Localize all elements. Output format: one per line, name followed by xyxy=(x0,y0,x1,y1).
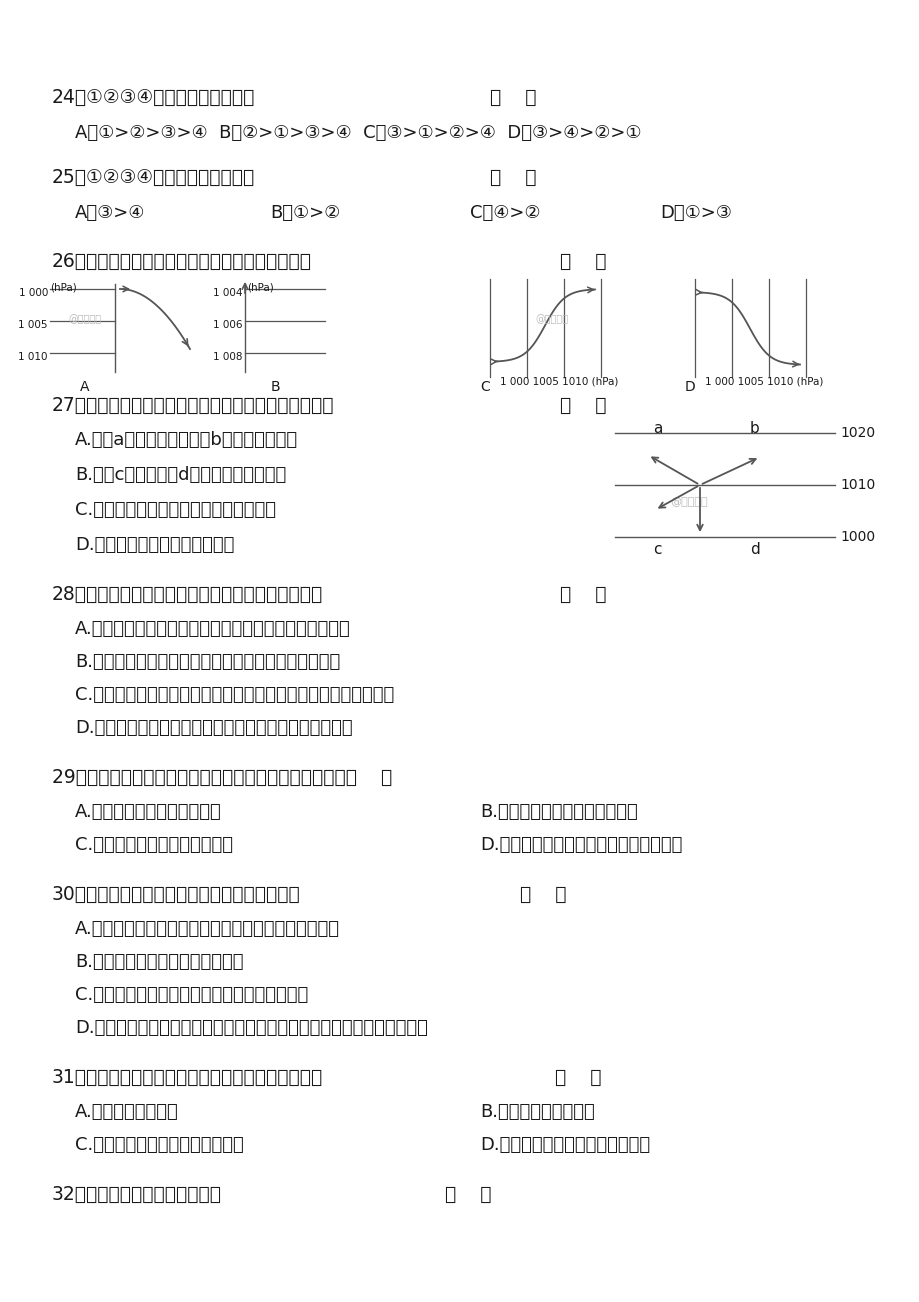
Text: @正确教育: @正确教育 xyxy=(68,314,101,324)
Text: 1000: 1000 xyxy=(839,530,874,544)
Text: （    ）: （ ） xyxy=(560,585,606,604)
Text: 31．在晚秋或寒冬，用人造烟幕来防御霜冻的原理是: 31．在晚秋或寒冬，用人造烟幕来防御霜冻的原理是 xyxy=(52,1068,323,1087)
Text: C.图示情况应发生在南半球，因风向偏左: C.图示情况应发生在南半球，因风向偏左 xyxy=(75,501,276,519)
Text: C.增强大气对太阳辐射的散射作用: C.增强大气对太阳辐射的散射作用 xyxy=(75,1137,244,1154)
Text: （    ）: （ ） xyxy=(445,1185,491,1204)
Text: @正确教育: @正确教育 xyxy=(535,314,568,324)
Text: （    ）: （ ） xyxy=(519,885,566,904)
Text: A.图中a表示地面摩擦力，b表示地转偏向力: A.图中a表示地面摩擦力，b表示地转偏向力 xyxy=(75,431,298,449)
Text: 1 004: 1 004 xyxy=(213,288,243,298)
Text: b: b xyxy=(749,421,759,436)
Text: D: D xyxy=(684,380,695,395)
Text: 32．产生热力环流的根本原因是: 32．产生热力环流的根本原因是 xyxy=(52,1185,221,1204)
Text: (hPa): (hPa) xyxy=(50,283,76,292)
Text: C．④>②: C．④>② xyxy=(470,204,540,223)
Text: D.阴天云量多，白天削弱了到达地面的太阳辐射，夜间增强了大气逆辐射: D.阴天云量多，白天削弱了到达地面的太阳辐射，夜间增强了大气逆辐射 xyxy=(75,1019,427,1036)
Text: @正确教育: @正确教育 xyxy=(669,497,707,506)
Text: （    ）: （ ） xyxy=(490,168,536,187)
Text: (hPa): (hPa) xyxy=(246,283,274,292)
Text: a: a xyxy=(652,421,662,436)
Text: D．①>③: D．①>③ xyxy=(659,204,732,223)
Text: C: C xyxy=(480,380,489,395)
Text: 1 005: 1 005 xyxy=(18,320,48,329)
Text: 1 010: 1 010 xyxy=(18,352,48,362)
Text: B.阴天云量多，大气的保温作用强: B.阴天云量多，大气的保温作用强 xyxy=(75,953,244,971)
Text: 1020: 1020 xyxy=(839,426,874,440)
Text: （    ）: （ ） xyxy=(554,1068,601,1087)
Text: 1 008: 1 008 xyxy=(213,352,243,362)
Text: B.增强大气逆辐射作用: B.增强大气逆辐射作用 xyxy=(480,1103,594,1121)
Text: 1 000 1005 1010 (hPa): 1 000 1005 1010 (hPa) xyxy=(499,378,618,387)
Text: B.图中c表示风向，d表示水平气压梯度力: B.图中c表示风向，d表示水平气压梯度力 xyxy=(75,466,286,484)
Text: A．①>②>③>④  B．②>①>③>④  C．③>①>②>④  D．③>④>②>①: A．①>②>③>④ B．②>①>③>④ C．③>①>②>④ D．③>④>②>① xyxy=(75,124,641,142)
Text: 1 000: 1 000 xyxy=(18,288,48,298)
Text: 28．关于大气对太阳辐射削弱作用的说法，正确的是: 28．关于大气对太阳辐射削弱作用的说法，正确的是 xyxy=(52,585,323,604)
Text: 1 000 1005 1010 (hPa): 1 000 1005 1010 (hPa) xyxy=(704,378,823,387)
Text: A.增强太阳短波辐射: A.增强太阳短波辐射 xyxy=(75,1103,178,1121)
Text: c: c xyxy=(652,542,661,557)
Text: 1 006: 1 006 xyxy=(213,320,243,329)
Text: 26．下列四幅图能正确反映北半球近地面风向的是: 26．下列四幅图能正确反映北半球近地面风向的是 xyxy=(52,253,312,271)
Text: 25．①②③④四地气温大小关系是: 25．①②③④四地气温大小关系是 xyxy=(52,168,255,187)
Text: C.高层大气分子大量吸收蓝色光: C.高层大气分子大量吸收蓝色光 xyxy=(75,836,233,854)
Text: B.空气分子使蓝光发生散射作用: B.空气分子使蓝光发生散射作用 xyxy=(480,803,637,822)
Text: （    ）: （ ） xyxy=(560,396,606,415)
Text: A.直接到达地面的蓝光比重大: A.直接到达地面的蓝光比重大 xyxy=(75,803,221,822)
Text: 29．晴朗的天空呈现蔚蓝色，是由于太阳光穿过大气层时（    ）: 29．晴朗的天空呈现蔚蓝色，是由于太阳光穿过大气层时（ ） xyxy=(52,768,391,786)
Text: C.大气对太阳辐射的吸收和反射作用无选择性，散射作用有选择性: C.大气对太阳辐射的吸收和反射作用无选择性，散射作用有选择性 xyxy=(75,686,394,704)
Text: A.阴天云量多，大气对流旺盛，把大部分热量传给大气: A.阴天云量多，大气对流旺盛，把大部分热量传给大气 xyxy=(75,921,340,937)
Text: A.大气对太阳辐射的反射、散射和吸收作用都具有选择性: A.大气对太阳辐射的反射、散射和吸收作用都具有选择性 xyxy=(75,620,350,638)
Text: A．③>④: A．③>④ xyxy=(75,204,145,223)
Text: 27．以下有关气压场中风形成示意图的说明，正确的是: 27．以下有关气压场中风形成示意图的说明，正确的是 xyxy=(52,396,335,415)
Text: D.大气对太阳辐射的吸收和散射有选择性，反射无选择性: D.大气对太阳辐射的吸收和散射有选择性，反射无选择性 xyxy=(75,719,352,737)
Text: 30．一般说来，阴天比晴天的日较差小，原因是: 30．一般说来，阴天比晴天的日较差小，原因是 xyxy=(52,885,301,904)
Text: 24．①②③④四地气压大小关系是: 24．①②③④四地气压大小关系是 xyxy=(52,89,255,107)
Text: 1010: 1010 xyxy=(839,478,874,492)
Text: B．①>②: B．①>② xyxy=(269,204,340,223)
Text: D.增强大气对太阳辐射的反射作用: D.增强大气对太阳辐射的反射作用 xyxy=(480,1137,650,1154)
Text: d: d xyxy=(749,542,759,557)
Text: （    ）: （ ） xyxy=(560,253,606,271)
Text: A: A xyxy=(80,380,90,395)
Text: B.太阳对太阳辐射的反射、散射和吸收作用都无选择性: B.太阳对太阳辐射的反射、散射和吸收作用都无选择性 xyxy=(75,654,340,671)
Text: D.到达地面的蓝色光又完全被反射到高空: D.到达地面的蓝色光又完全被反射到高空 xyxy=(480,836,682,854)
Text: D.图示情况不可能发生在近地面: D.图示情况不可能发生在近地面 xyxy=(75,536,234,553)
Text: （    ）: （ ） xyxy=(490,89,536,107)
Text: C.阴天大气水汽含量多，水汽强烈吸收地面辐射: C.阴天大气水汽含量多，水汽强烈吸收地面辐射 xyxy=(75,986,308,1004)
Text: B: B xyxy=(270,380,279,395)
